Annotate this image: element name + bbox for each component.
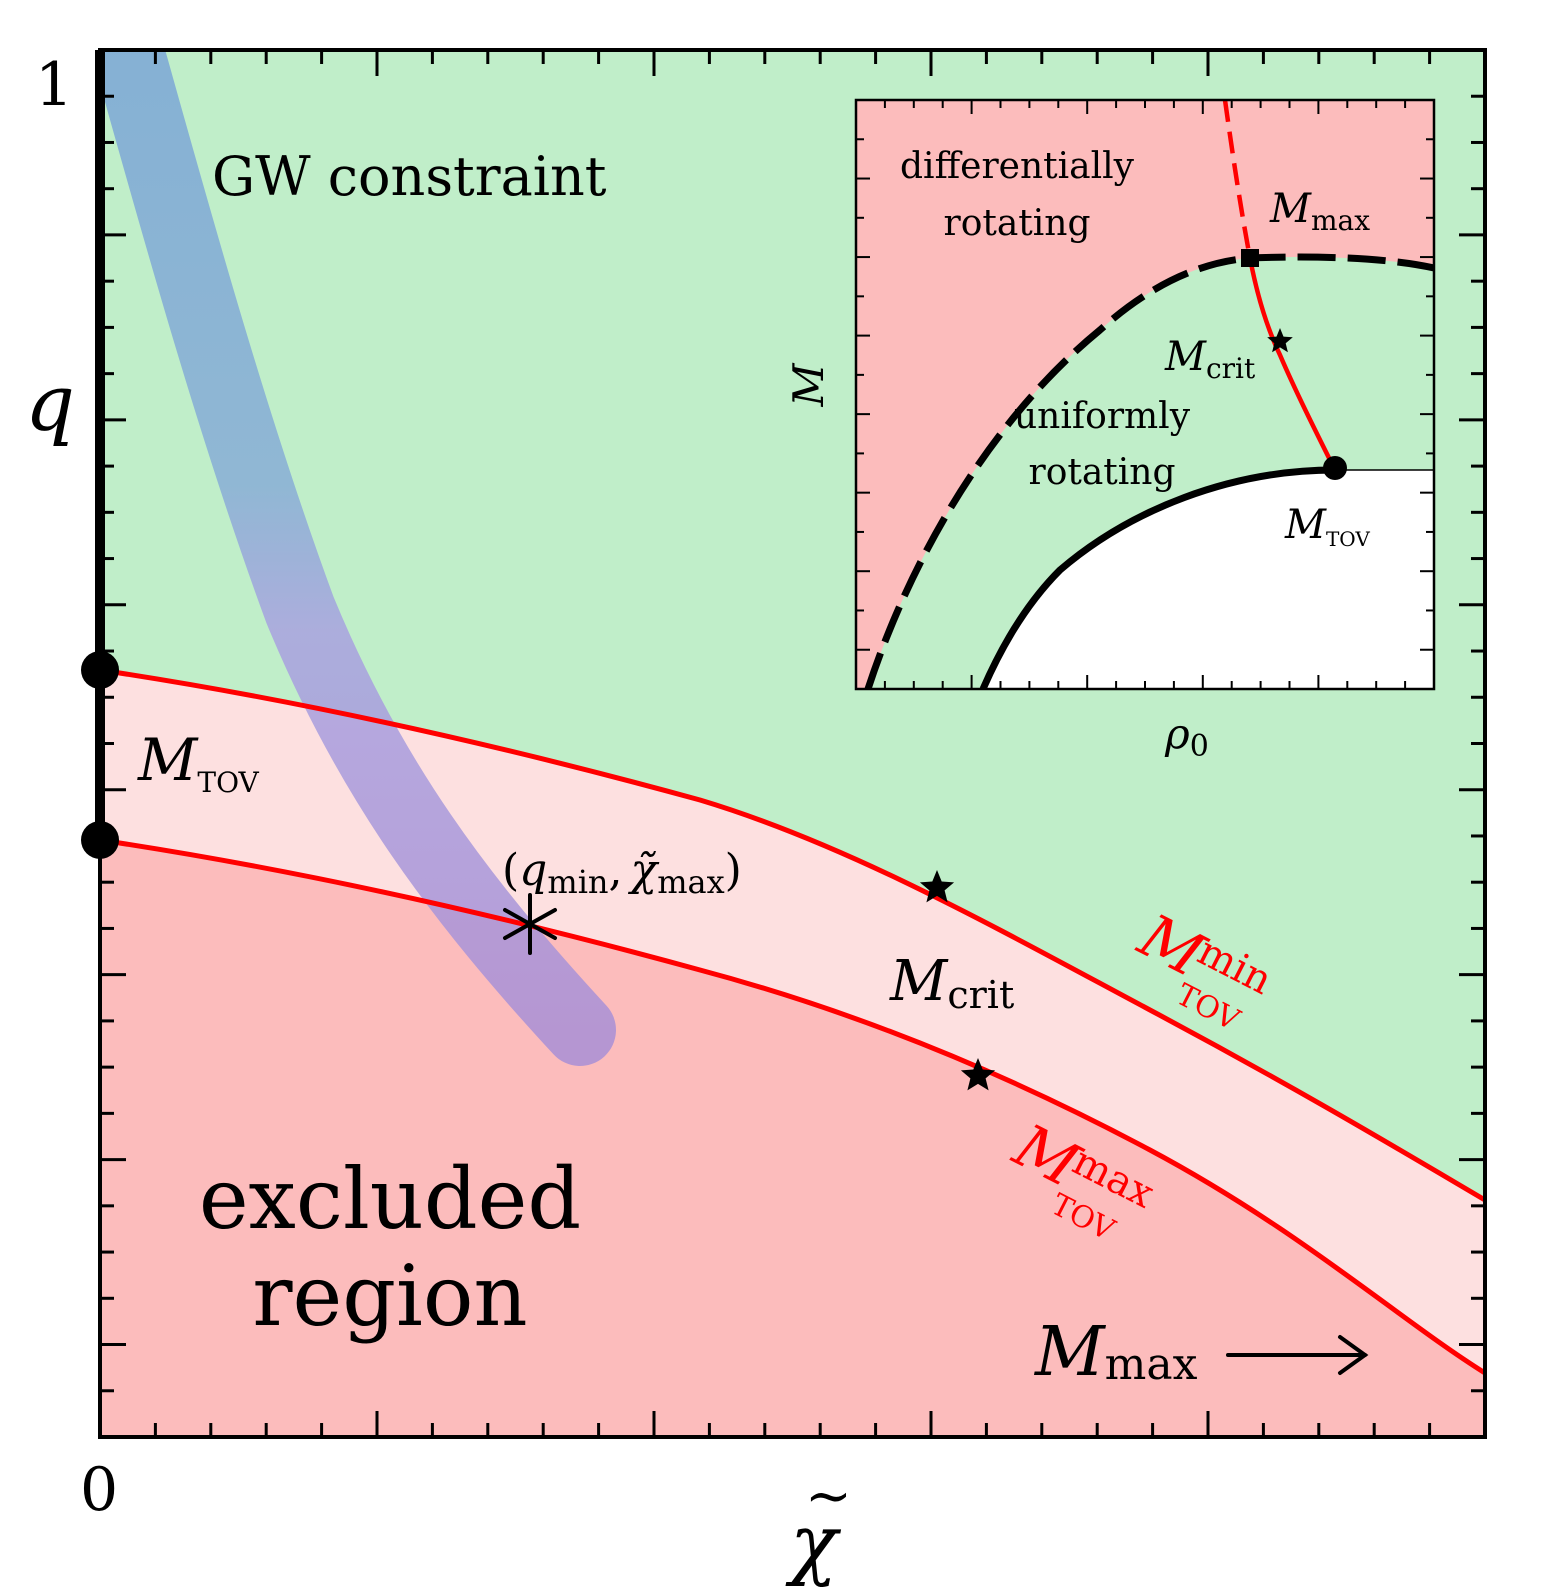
gw-constraint-band (100, 50, 616, 1066)
m-tov-label: MTOV (137, 726, 260, 799)
excluded-label-line2: region (252, 1247, 527, 1345)
m-max-arrow (1226, 1335, 1369, 1375)
x-axis-label: χ (785, 1499, 842, 1587)
inset-unif-line1: uniformly (1014, 396, 1191, 437)
inset-red-dashed (1222, 100, 1253, 259)
excluded-label-line1: excluded (199, 1150, 581, 1248)
star-upper (919, 870, 955, 903)
asterisk-marker (503, 893, 557, 955)
dot-lower (81, 821, 119, 859)
inset-diff-line2: rotating (943, 203, 1090, 244)
inset-mtov-dot (1323, 456, 1347, 480)
inset-mmax-label: Mmax (1269, 186, 1370, 237)
x-axis-label-tilde: ~ (805, 1464, 852, 1529)
inset-mcrit-label: Mcrit (1164, 334, 1256, 385)
excluded-region (100, 840, 1485, 1437)
inset-diff-line1: differentially (900, 146, 1135, 187)
y-axis-label: q (25, 359, 75, 449)
m-max-arrow-label: Mmax (1033, 1313, 1198, 1392)
inset-white-region (983, 470, 1434, 689)
inset-mmax-square (1241, 249, 1259, 267)
inset-static-curve (979, 466, 1336, 689)
inset-plot: differentially rotating uniformly rotati… (784, 98, 1436, 764)
main-ticks (100, 50, 1485, 1437)
m-tov-max-curve (99, 837, 1487, 1376)
inset-x-label: ρ0 (1164, 709, 1209, 764)
m-crit-label: Mcrit (889, 949, 1014, 1017)
inset-red-solid (1247, 257, 1338, 472)
m-tov-min-curve (99, 667, 1487, 1203)
inset-kepler-curve (864, 253, 1434, 689)
inset-uniform-region (868, 257, 1434, 689)
x-tick-zero: 0 (80, 1455, 118, 1525)
star-lower (960, 1058, 996, 1091)
gw-constraint-label: GW constraint (212, 145, 607, 208)
qmin-chimax-label: (qmin, χ̃max) (502, 845, 742, 901)
inset-y-label: M (784, 363, 833, 408)
inset-ticks (856, 100, 1434, 689)
inset-unif-line2: rotating (1028, 452, 1175, 493)
y-tick-top: 1 (35, 50, 73, 120)
inset-mcrit-star (1267, 328, 1293, 353)
inset-mtov-label: MTOV (1284, 502, 1370, 551)
dot-upper (81, 651, 119, 689)
